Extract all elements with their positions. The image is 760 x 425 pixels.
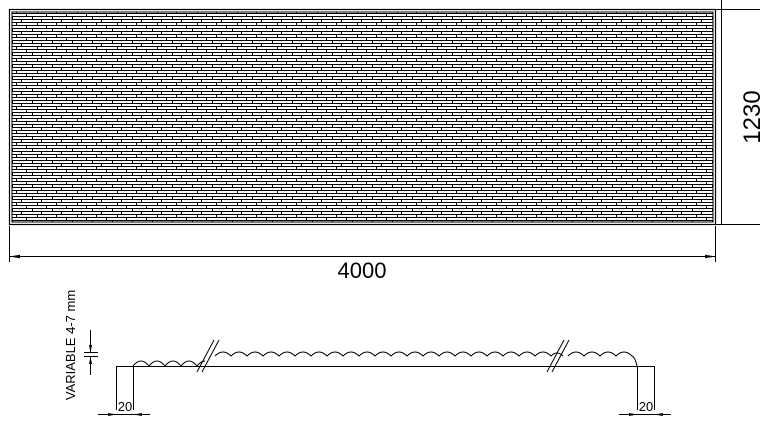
width-dimension [9, 226, 716, 262]
right-edge-dimension [619, 413, 671, 416]
right-edge-label: 20 [639, 399, 653, 414]
width-label: 4000 [338, 258, 387, 283]
height-dimension [716, 0, 760, 225]
section-profile [116, 339, 655, 410]
left-edge-label: 20 [118, 399, 132, 414]
left-edge-dimension [98, 413, 150, 416]
height-label: 1230 [739, 90, 760, 143]
panel-face [8, 8, 717, 226]
thickness-dimension [84, 330, 98, 375]
thickness-label: VARIABLE 4-7 mm [63, 290, 78, 400]
